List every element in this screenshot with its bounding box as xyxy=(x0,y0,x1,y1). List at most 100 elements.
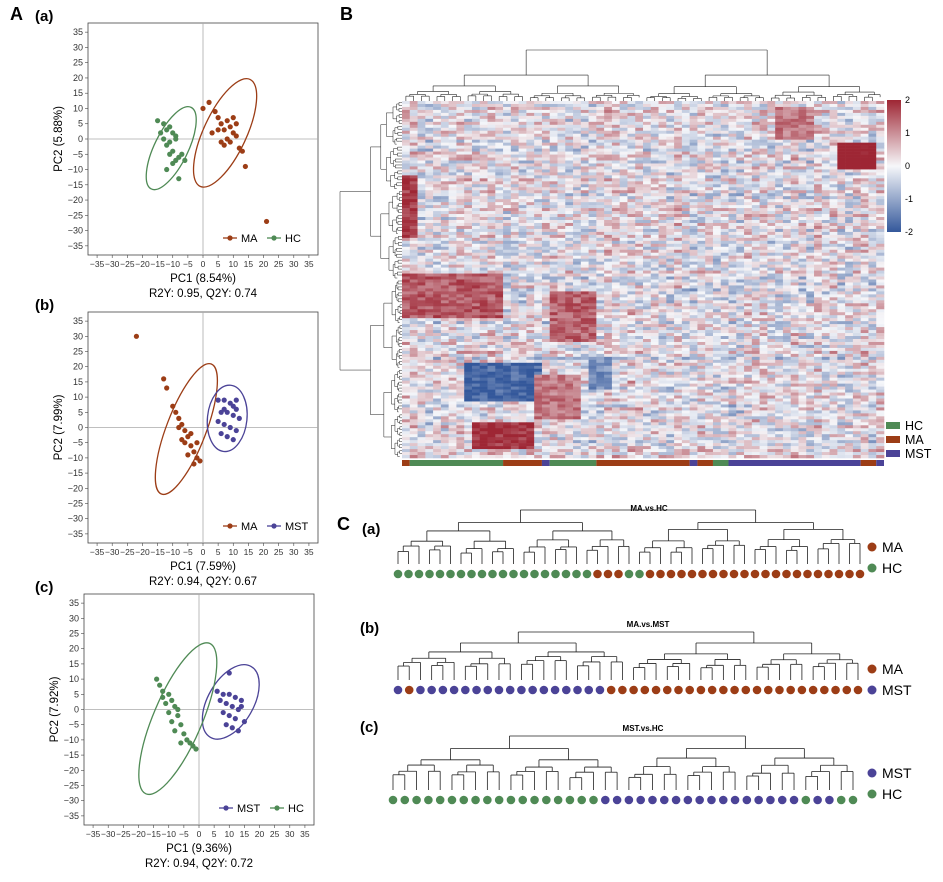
heatmap-cell xyxy=(744,252,753,256)
heatmap-cell xyxy=(782,124,792,129)
heatmap-cell xyxy=(658,246,667,251)
heatmap-cell xyxy=(767,169,776,173)
heatmap-cell xyxy=(790,261,799,265)
heatmap-cell xyxy=(728,249,737,254)
heatmap-cell xyxy=(798,172,807,176)
heatmap-cell xyxy=(402,160,411,164)
heatmap-cell xyxy=(689,243,698,248)
heatmap-cell xyxy=(643,315,652,319)
heatmap-cell xyxy=(728,312,737,316)
heatmap-cell xyxy=(720,205,729,209)
heatmap-cell xyxy=(744,282,753,286)
heatmap-cell xyxy=(557,118,566,123)
heatmap-cell xyxy=(596,276,605,280)
heatmap-cell xyxy=(806,228,815,233)
heatmap-cell xyxy=(596,234,605,239)
heatmap-cell xyxy=(541,121,551,126)
heatmap-cell xyxy=(448,309,457,313)
heatmap-cell xyxy=(565,124,574,129)
heatmap-cell xyxy=(829,294,838,298)
heatmap-cell xyxy=(541,160,551,164)
heatmap-cell xyxy=(744,154,753,158)
heatmap-cell xyxy=(580,121,589,126)
heatmap-cell xyxy=(549,249,558,254)
heatmap-cell xyxy=(611,130,620,135)
heatmap-cell xyxy=(751,151,760,155)
heatmap-cell xyxy=(596,249,605,254)
heatmap-cell xyxy=(681,282,690,286)
heatmap-cell xyxy=(635,106,644,111)
heatmap-cell xyxy=(643,175,652,179)
heatmap-cell xyxy=(798,187,807,191)
heatmap-cell xyxy=(751,193,760,197)
heatmap-cell xyxy=(643,303,652,307)
heatmap-cell xyxy=(782,300,792,304)
heatmap-cell xyxy=(798,101,807,105)
heatmap-cell xyxy=(697,246,706,251)
heatmap-cell xyxy=(611,109,620,114)
heatmap-cell xyxy=(541,163,551,167)
heatmap-cell xyxy=(751,261,760,265)
heatmap-cell xyxy=(712,234,722,239)
heatmap-cell xyxy=(666,279,675,283)
heatmap-cell xyxy=(798,237,807,242)
heatmap-cell xyxy=(782,163,792,167)
heatmap-cell xyxy=(409,279,418,283)
heatmap-cell xyxy=(821,276,830,280)
heatmap-cell xyxy=(798,181,807,185)
heatmap-cell xyxy=(650,217,659,221)
heatmap-cell xyxy=(759,279,768,283)
heatmap-cell xyxy=(681,124,690,129)
heatmap-cell xyxy=(751,175,760,179)
heatmap-cell xyxy=(868,121,877,126)
heatmap-cell xyxy=(402,154,411,158)
heatmap-cell xyxy=(829,225,838,230)
heatmap-cell xyxy=(425,133,434,137)
heatmap-cell xyxy=(697,154,706,158)
heatmap-cell xyxy=(759,249,768,254)
heatmap-cell xyxy=(409,127,418,132)
heatmap-cell xyxy=(767,187,776,191)
heatmap-cell xyxy=(541,315,551,319)
heatmap-cell xyxy=(782,264,792,268)
heatmap-cell xyxy=(720,101,729,105)
heatmap-cell xyxy=(619,276,628,280)
heatmap-cell xyxy=(549,163,558,167)
heatmap-cell xyxy=(588,112,597,117)
heatmap-cell xyxy=(448,315,457,319)
heatmap-cell xyxy=(744,294,753,298)
heatmap-cell xyxy=(658,103,667,108)
heatmap-cell xyxy=(549,252,558,256)
sublabel-a-a: (a) xyxy=(35,8,53,25)
heatmap-cell xyxy=(650,264,659,268)
heatmap-cell xyxy=(712,181,722,185)
heatmap-cell xyxy=(409,187,418,191)
heatmap-cell xyxy=(433,318,442,322)
heatmap-cell xyxy=(705,199,714,203)
heatmap-cell xyxy=(565,169,574,173)
heatmap-cell xyxy=(580,127,589,132)
heatmap-cell xyxy=(611,231,620,236)
heatmap-cell xyxy=(736,193,745,197)
heatmap-cell xyxy=(666,291,675,295)
heatmap-cell xyxy=(767,222,776,227)
heatmap-cell xyxy=(728,187,737,191)
heatmap-cell xyxy=(705,157,714,161)
heatmap-cell xyxy=(495,175,504,179)
heatmap-cell xyxy=(433,240,442,245)
heatmap-cell xyxy=(635,270,644,274)
heatmap-cell xyxy=(573,300,582,304)
heatmap-cell xyxy=(495,211,504,215)
heatmap-cell xyxy=(852,187,861,191)
heatmap-cell xyxy=(712,225,722,230)
heatmap-cell xyxy=(837,124,846,129)
heatmap-cell xyxy=(471,106,481,111)
heatmap-cell xyxy=(814,294,823,298)
heatmap-cell xyxy=(837,172,846,176)
heatmap-cell xyxy=(814,240,823,245)
heatmap-cell xyxy=(635,175,644,179)
heatmap-cell xyxy=(526,178,535,182)
heatmap-cell xyxy=(759,211,768,215)
heatmap-cell xyxy=(417,202,426,206)
data-point-ma xyxy=(209,130,215,136)
